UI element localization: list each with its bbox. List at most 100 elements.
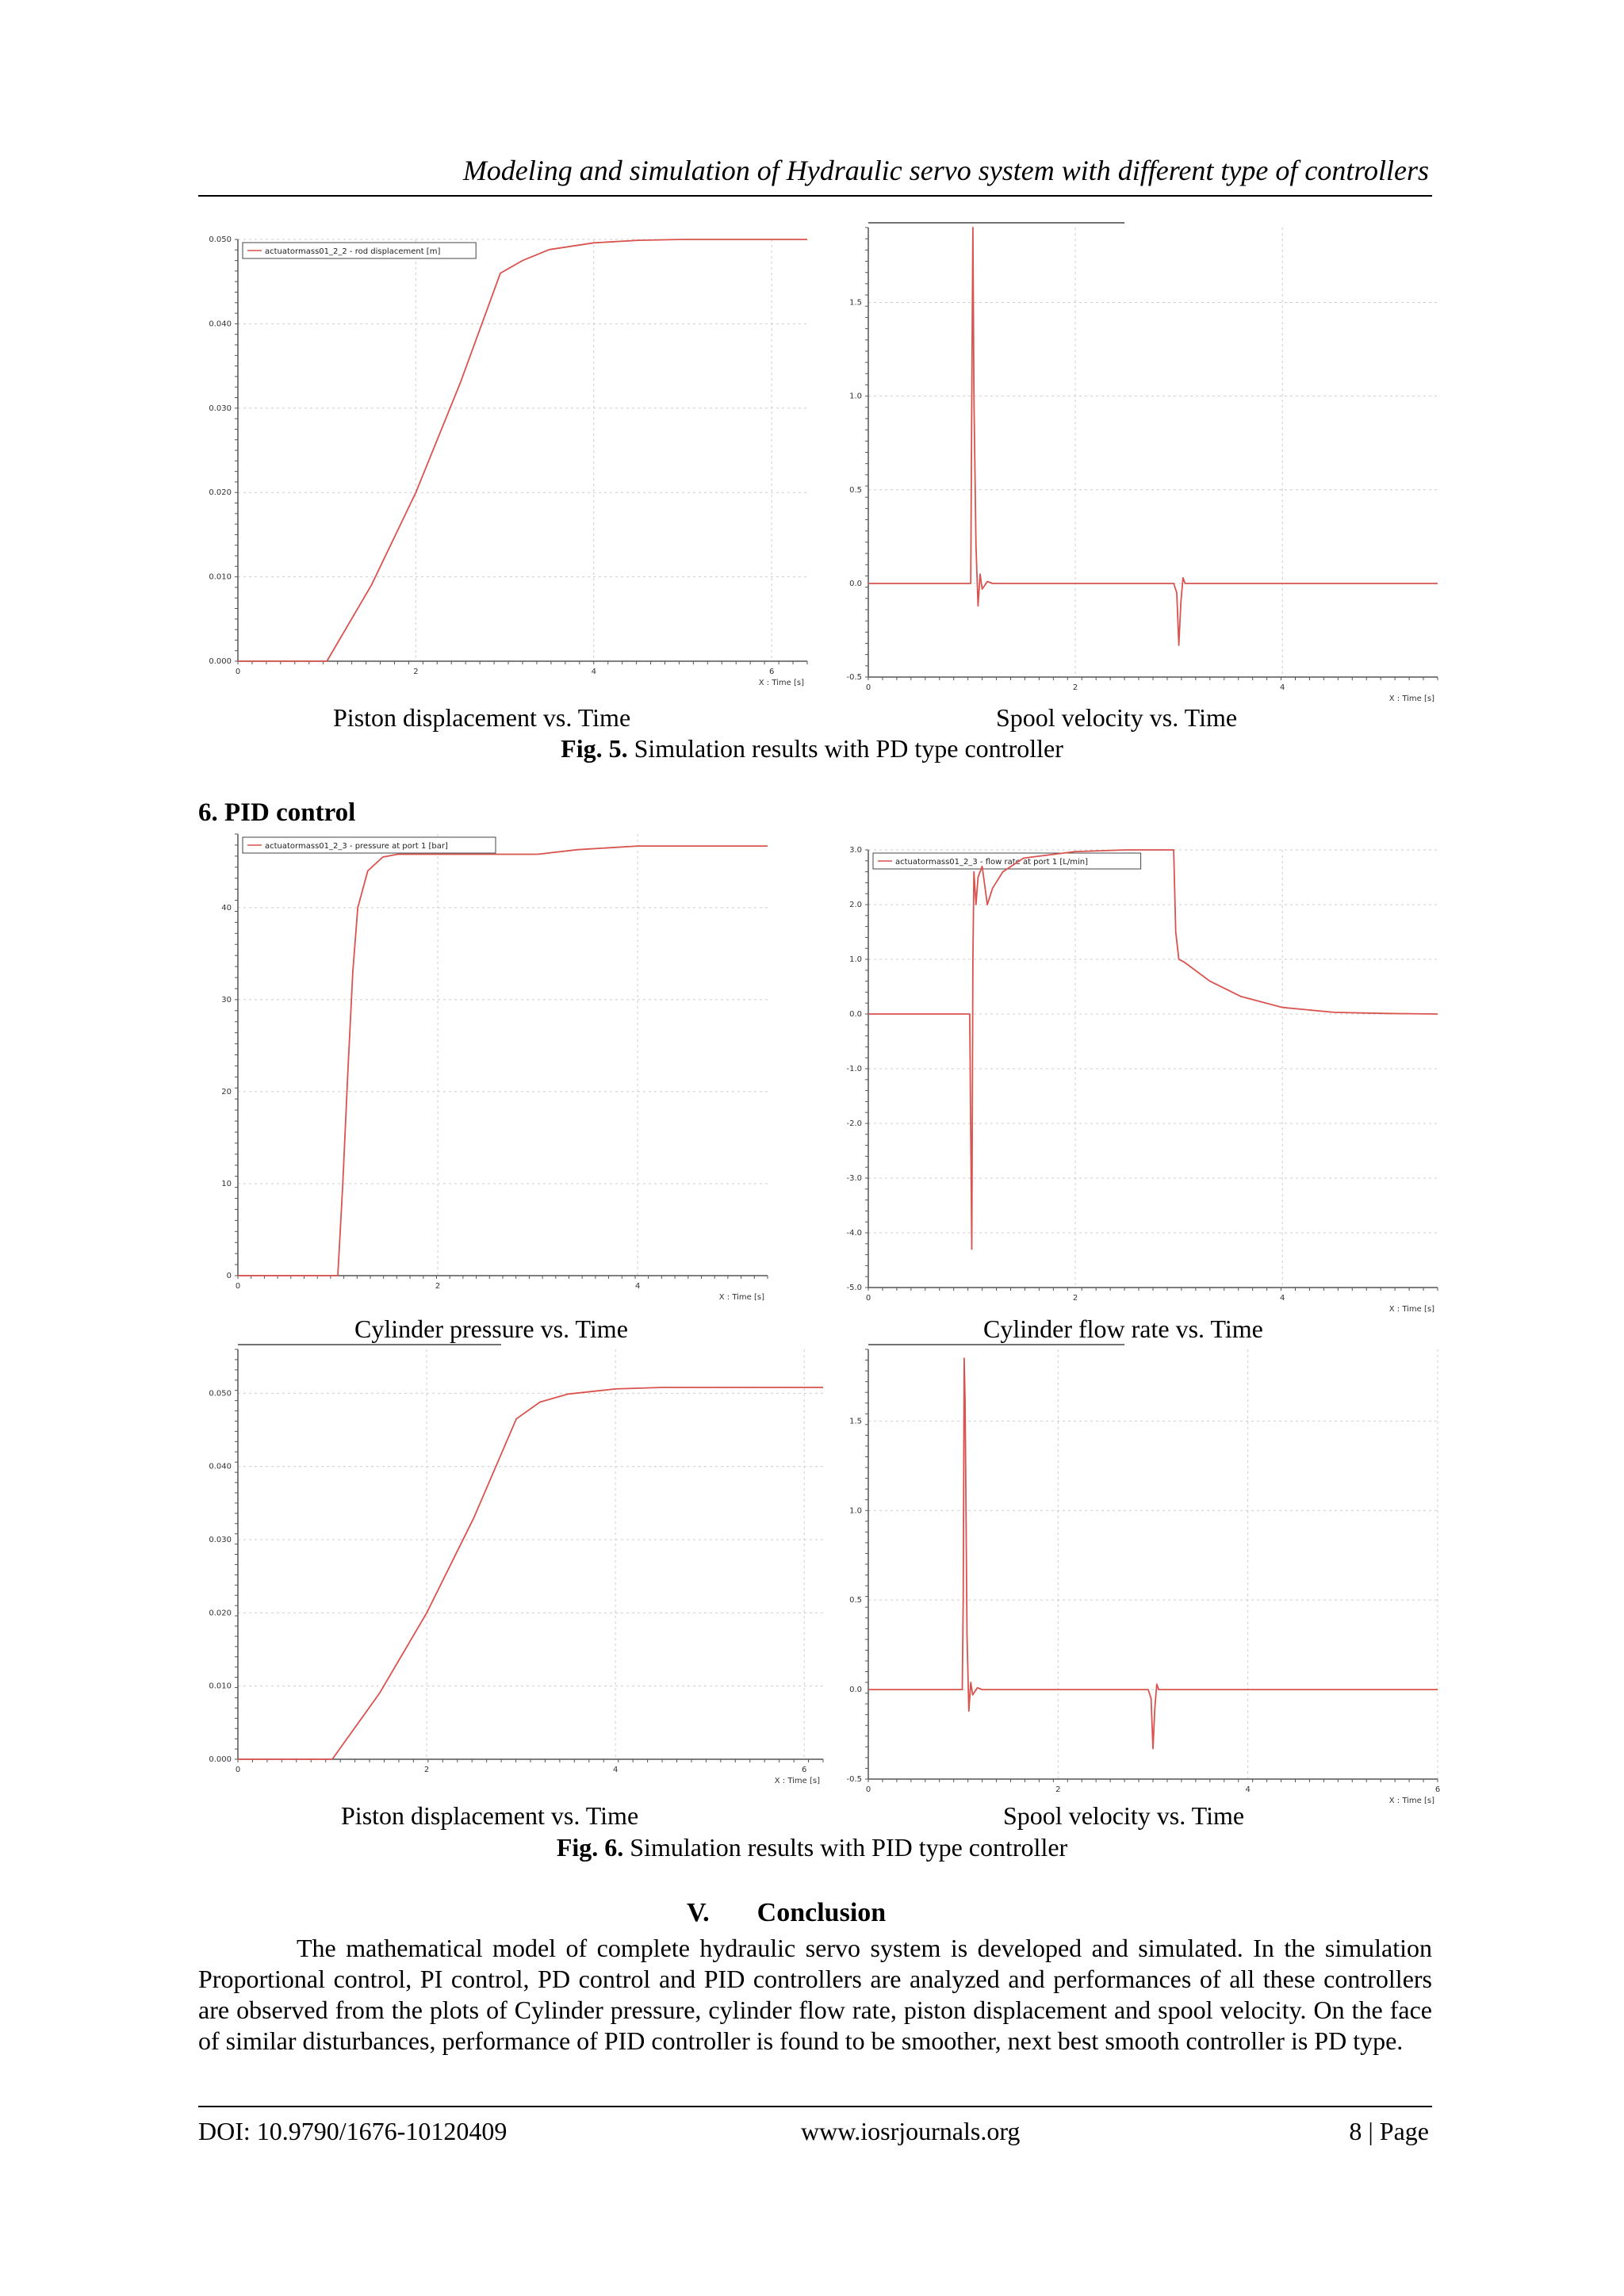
chart-piston-displacement-pd: 0 2 4 6 0.000 0.010 0.020 0.030 0.040 0.050 X : Ti… (198, 230, 817, 690)
chart-svg: 0 2 4 -5.0 -4.0 -3.0 -2.0 -1.0 0.0 1.0 2.0 3.0 X : T… (846, 846, 1438, 1314)
x-tick-label: 6 (1435, 1785, 1440, 1794)
y-tick-label: 0.000 (209, 1755, 232, 1764)
running-header: Modeling and simulation of Hydraulic ser… (198, 151, 1432, 197)
y-tick-label: 0.050 (209, 1389, 232, 1398)
section-6-title: 6. PID control (198, 798, 356, 827)
series-line (238, 845, 768, 1276)
y-tick-label: 1.5 (849, 299, 862, 308)
y-tick-label: 20 (221, 1088, 232, 1096)
x-tick-label: 2 (1055, 1785, 1060, 1794)
fig6-text: Simulation results with PID type control… (623, 1833, 1068, 1862)
x-axis-label: X : Time [s] (1389, 695, 1434, 703)
x-tick-label: 2 (1073, 1294, 1078, 1303)
x-tick-label: 4 (613, 1766, 618, 1774)
x-tick-label: 6 (802, 1766, 806, 1774)
x-tick-label: 6 (769, 668, 774, 676)
legend-box (242, 242, 477, 259)
x-tick-label: 0 (236, 1766, 240, 1774)
chart-spool-velocity-pd: 0 2 4 -0.5 0.0 0.5 1.0 1.5 X : Time [s] (829, 218, 1447, 706)
fig5-right-caption: Spool velocity vs. Time (996, 703, 1238, 732)
series-line (868, 849, 1438, 1250)
fig5-left-caption: Piston displacement vs. Time (333, 703, 631, 732)
x-axis-label: X : Time [s] (775, 1777, 820, 1785)
x-tick-label: 4 (1245, 1785, 1250, 1794)
fig6-top-right-caption: Cylinder flow rate vs. Time (983, 1314, 1263, 1343)
y-tick-label: 1.5 (849, 1417, 862, 1425)
y-tick-label: 0.050 (209, 235, 232, 244)
y-tick-label: -1.0 (846, 1065, 862, 1073)
x-axis-label: X : Time [s] (1389, 1797, 1434, 1805)
y-tick-label: -3.0 (846, 1174, 862, 1183)
x-tick-label: 0 (236, 1282, 240, 1291)
y-tick-label: 2.0 (849, 901, 862, 909)
chart-svg: 0 2 4 -0.5 0.0 0.5 1.0 1.5 X : Time [s] (846, 222, 1438, 703)
fig5-caption: Fig. 5. Simulation results with PD type … (0, 734, 1624, 763)
chart-svg: 0 2 4 6 0.000 0.010 0.020 0.030 0.040 0.050 X : Ti… (209, 1344, 824, 1785)
chart-cylinder-flow-rate-pid: 0 2 4 -5.0 -4.0 -3.0 -2.0 -1.0 0.0 1.0 2.0 3.0 X : T… (829, 840, 1447, 1316)
y-tick-label: 0.000 (209, 657, 232, 666)
y-tick-label: 0.010 (209, 1682, 232, 1691)
x-axis-label: X : Time [s] (759, 679, 804, 687)
x-tick-label: 4 (1280, 1294, 1285, 1303)
legend-label: actuatormass01_2_3 - flow rate at port 1… (895, 858, 1088, 867)
series-line (868, 227, 1438, 646)
conclusion-body: The mathematical model of complete hydra… (198, 1934, 1432, 2055)
y-tick-label: -2.0 (846, 1119, 862, 1128)
x-tick-label: 0 (866, 1785, 871, 1794)
y-tick-label: 0 (227, 1272, 232, 1280)
y-tick-label: 30 (221, 996, 232, 1004)
x-tick-label: 2 (413, 668, 418, 676)
y-tick-label: 0.0 (849, 1686, 862, 1694)
chart-cylinder-pressure-pid: 0 2 4 0 10 20 30 40 X : Time [s] actuatormass01_2… (198, 825, 777, 1304)
conclusion-paragraph: The mathematical model of complete hydra… (198, 1933, 1432, 2057)
y-tick-label: 1.0 (849, 1506, 862, 1515)
x-axis-label: X : Time [s] (719, 1293, 764, 1302)
conclusion-title: Conclusion (756, 1898, 887, 1927)
y-tick-label: -4.0 (846, 1229, 862, 1238)
y-tick-label: -0.5 (846, 673, 862, 682)
y-tick-label: 0.5 (849, 486, 862, 495)
running-title: Modeling and simulation of Hydraulic ser… (462, 155, 1429, 186)
fig6-top-left-caption: Cylinder pressure vs. Time (354, 1314, 628, 1343)
y-tick-label: 3.0 (849, 846, 862, 855)
y-tick-label: 1.0 (849, 392, 862, 401)
y-tick-label: 0.0 (849, 1010, 862, 1019)
y-tick-label: 0.010 (209, 573, 232, 582)
conclusion-number: V. (687, 1898, 710, 1927)
conclusion-heading: V. Conclusion (687, 1898, 886, 1928)
x-tick-label: 2 (435, 1282, 440, 1291)
y-tick-label: 0.040 (209, 320, 232, 328)
x-tick-label: 0 (866, 683, 871, 692)
y-tick-label: 0.040 (209, 1463, 232, 1471)
fig6-bottom-left-caption: Piston displacement vs. Time (341, 1801, 639, 1830)
y-tick-label: 0.0 (849, 580, 862, 588)
y-tick-label: 0.5 (849, 1596, 862, 1605)
legend-box (242, 836, 496, 854)
x-tick-label: 4 (635, 1282, 640, 1291)
legend-label: actuatormass01_2_3 - pressure at port 1 … (265, 842, 448, 851)
fig5-label: Fig. 5. (561, 734, 628, 763)
series-line (868, 1357, 1438, 1750)
y-tick-label: -0.5 (846, 1775, 862, 1784)
y-tick-label: 0.020 (209, 488, 232, 497)
fig6-bottom-right-caption: Spool velocity vs. Time (1003, 1801, 1245, 1830)
chart-piston-displacement-pid: 0 2 4 6 0.000 0.010 0.020 0.030 0.040 0.050 X : Ti… (198, 1340, 833, 1788)
footer-site: www.iosrjournals.org (801, 2117, 1021, 2145)
y-tick-label: 1.0 (849, 955, 862, 964)
x-tick-label: 2 (1073, 683, 1078, 692)
y-tick-label: -5.0 (846, 1284, 862, 1292)
y-tick-label: 40 (221, 904, 232, 913)
footer-page: 8 | Page (1349, 2117, 1429, 2145)
fig6-label: Fig. 6. (556, 1833, 624, 1862)
y-tick-label: 0.020 (209, 1609, 232, 1617)
y-tick-label: 10 (221, 1180, 232, 1188)
fig6-caption: Fig. 6. Simulation results with PID type… (0, 1833, 1624, 1862)
x-tick-label: 4 (592, 668, 596, 676)
y-tick-label: 0.030 (209, 1536, 232, 1544)
x-tick-label: 0 (866, 1294, 871, 1303)
x-tick-label: 2 (424, 1766, 429, 1774)
page-footer: DOI: 10.9790/1676-10120409 www.iosrjourn… (198, 2106, 1432, 2155)
chart-spool-velocity-pid: 0 2 4 6 -0.5 0.0 0.5 1.0 1.5 X : Time [s] (829, 1340, 1447, 1808)
footer-doi: DOI: 10.9790/1676-10120409 (198, 2117, 508, 2145)
